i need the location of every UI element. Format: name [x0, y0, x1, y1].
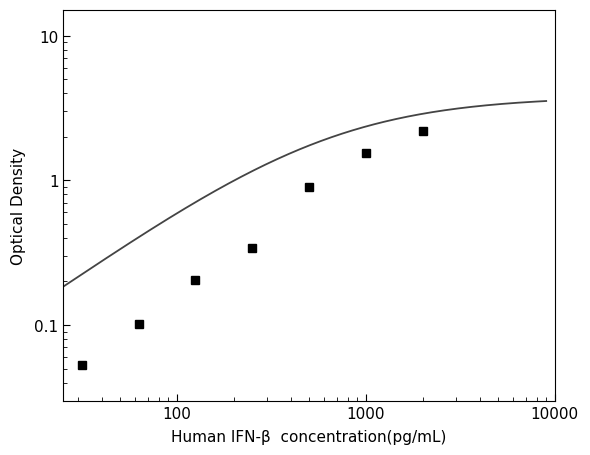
Y-axis label: Optical Density: Optical Density — [11, 147, 26, 264]
X-axis label: Human IFN-β  concentration(pg/mL): Human IFN-β concentration(pg/mL) — [172, 429, 447, 444]
